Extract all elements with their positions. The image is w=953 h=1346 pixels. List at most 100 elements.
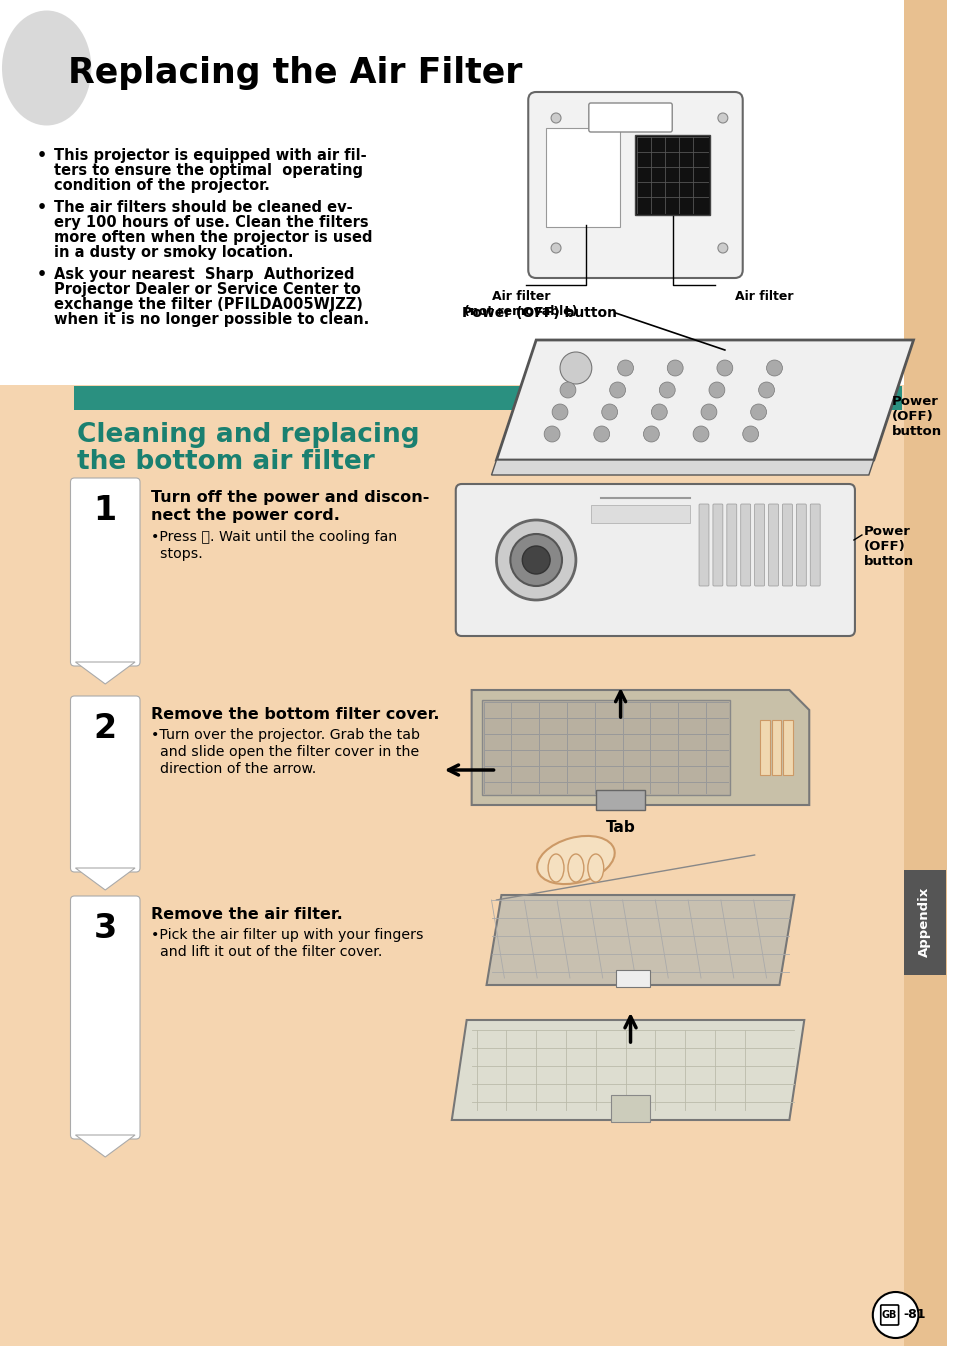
Circle shape [551,113,560,122]
Circle shape [659,382,675,398]
Circle shape [692,425,708,441]
Text: GB: GB [882,1310,897,1320]
Circle shape [642,425,659,441]
Circle shape [496,520,576,600]
Ellipse shape [537,836,614,884]
FancyBboxPatch shape [699,503,708,586]
FancyBboxPatch shape [481,700,729,795]
Circle shape [609,382,625,398]
Text: This projector is equipped with air fil-: This projector is equipped with air fil- [53,148,366,163]
Circle shape [718,244,727,253]
Text: Air filter
(not removable): Air filter (not removable) [464,289,578,318]
FancyBboxPatch shape [528,92,742,279]
Circle shape [716,359,732,376]
FancyBboxPatch shape [635,135,709,215]
Text: Power
(OFF)
button: Power (OFF) button [863,525,913,568]
Text: the bottom air filter: the bottom air filter [77,450,375,475]
Circle shape [766,359,781,376]
Polygon shape [75,868,135,890]
Text: •Pick the air filter up with your fingers: •Pick the air filter up with your finger… [151,927,423,942]
Polygon shape [496,341,913,460]
Circle shape [543,425,559,441]
Circle shape [551,244,560,253]
Text: Tab: Tab [605,820,635,835]
Text: 1: 1 [93,494,116,526]
FancyBboxPatch shape [796,503,805,586]
FancyBboxPatch shape [0,385,902,1346]
Polygon shape [452,1020,803,1120]
FancyBboxPatch shape [712,503,722,586]
Circle shape [510,534,561,586]
Circle shape [718,113,727,122]
Polygon shape [491,460,873,475]
FancyBboxPatch shape [809,503,820,586]
FancyBboxPatch shape [74,386,901,411]
FancyBboxPatch shape [71,696,140,872]
Polygon shape [759,720,769,775]
Circle shape [758,382,774,398]
Circle shape [559,382,576,398]
Circle shape [742,425,758,441]
FancyBboxPatch shape [902,870,945,975]
Text: Ask your nearest  Sharp  Authorized: Ask your nearest Sharp Authorized [53,267,354,283]
FancyBboxPatch shape [590,505,689,524]
Text: •: • [37,201,47,215]
FancyBboxPatch shape [902,0,946,1346]
Text: nect the power cord.: nect the power cord. [151,507,339,524]
Text: Power (OFF) button: Power (OFF) button [461,306,616,320]
FancyBboxPatch shape [71,896,140,1139]
Ellipse shape [587,853,603,882]
Text: direction of the arrow.: direction of the arrow. [151,762,315,777]
Text: The air filters should be cleaned ev-: The air filters should be cleaned ev- [53,201,352,215]
Ellipse shape [2,11,91,125]
Polygon shape [782,720,793,775]
Circle shape [651,404,666,420]
Text: -81: -81 [902,1308,925,1322]
Circle shape [617,359,633,376]
FancyBboxPatch shape [71,478,140,666]
Text: and slide open the filter cover in the: and slide open the filter cover in the [151,744,418,759]
Polygon shape [486,895,794,985]
FancyBboxPatch shape [588,104,672,132]
Text: and lift it out of the filter cover.: and lift it out of the filter cover. [151,945,382,958]
Polygon shape [75,1135,135,1158]
Text: Remove the air filter.: Remove the air filter. [151,907,342,922]
FancyBboxPatch shape [754,503,763,586]
Text: Air filter: Air filter [734,289,793,303]
Text: Turn off the power and discon-: Turn off the power and discon- [151,490,429,505]
Circle shape [552,404,567,420]
Circle shape [559,353,591,384]
Text: when it is no longer possible to clean.: when it is no longer possible to clean. [53,312,369,327]
Text: Remove the bottom filter cover.: Remove the bottom filter cover. [151,707,439,721]
Polygon shape [771,720,781,775]
Polygon shape [595,790,645,810]
Text: ters to ensure the optimal  operating: ters to ensure the optimal operating [53,163,362,178]
Text: in a dusty or smoky location.: in a dusty or smoky location. [53,245,293,260]
Polygon shape [471,690,808,805]
Circle shape [872,1292,918,1338]
Polygon shape [75,662,135,684]
Text: ery 100 hours of use. Clean the filters: ery 100 hours of use. Clean the filters [53,215,368,230]
Circle shape [593,425,609,441]
Text: exchange the filter (PFILDA005WJZZ): exchange the filter (PFILDA005WJZZ) [53,297,362,312]
FancyBboxPatch shape [545,128,618,227]
Circle shape [708,382,724,398]
FancyBboxPatch shape [726,503,736,586]
FancyBboxPatch shape [456,485,854,637]
FancyBboxPatch shape [740,503,750,586]
Text: Appendix: Appendix [917,887,930,957]
Polygon shape [615,970,650,987]
Text: 2: 2 [93,712,116,744]
Circle shape [750,404,766,420]
Circle shape [700,404,716,420]
Text: Power
(OFF)
button: Power (OFF) button [891,394,941,437]
Polygon shape [610,1096,650,1123]
Text: 3: 3 [93,911,117,945]
Text: •: • [37,267,47,283]
Text: •: • [37,148,47,163]
Ellipse shape [548,853,563,882]
Circle shape [666,359,682,376]
FancyBboxPatch shape [781,503,792,586]
Text: more often when the projector is used: more often when the projector is used [53,230,372,245]
Text: Replacing the Air Filter: Replacing the Air Filter [68,57,521,90]
